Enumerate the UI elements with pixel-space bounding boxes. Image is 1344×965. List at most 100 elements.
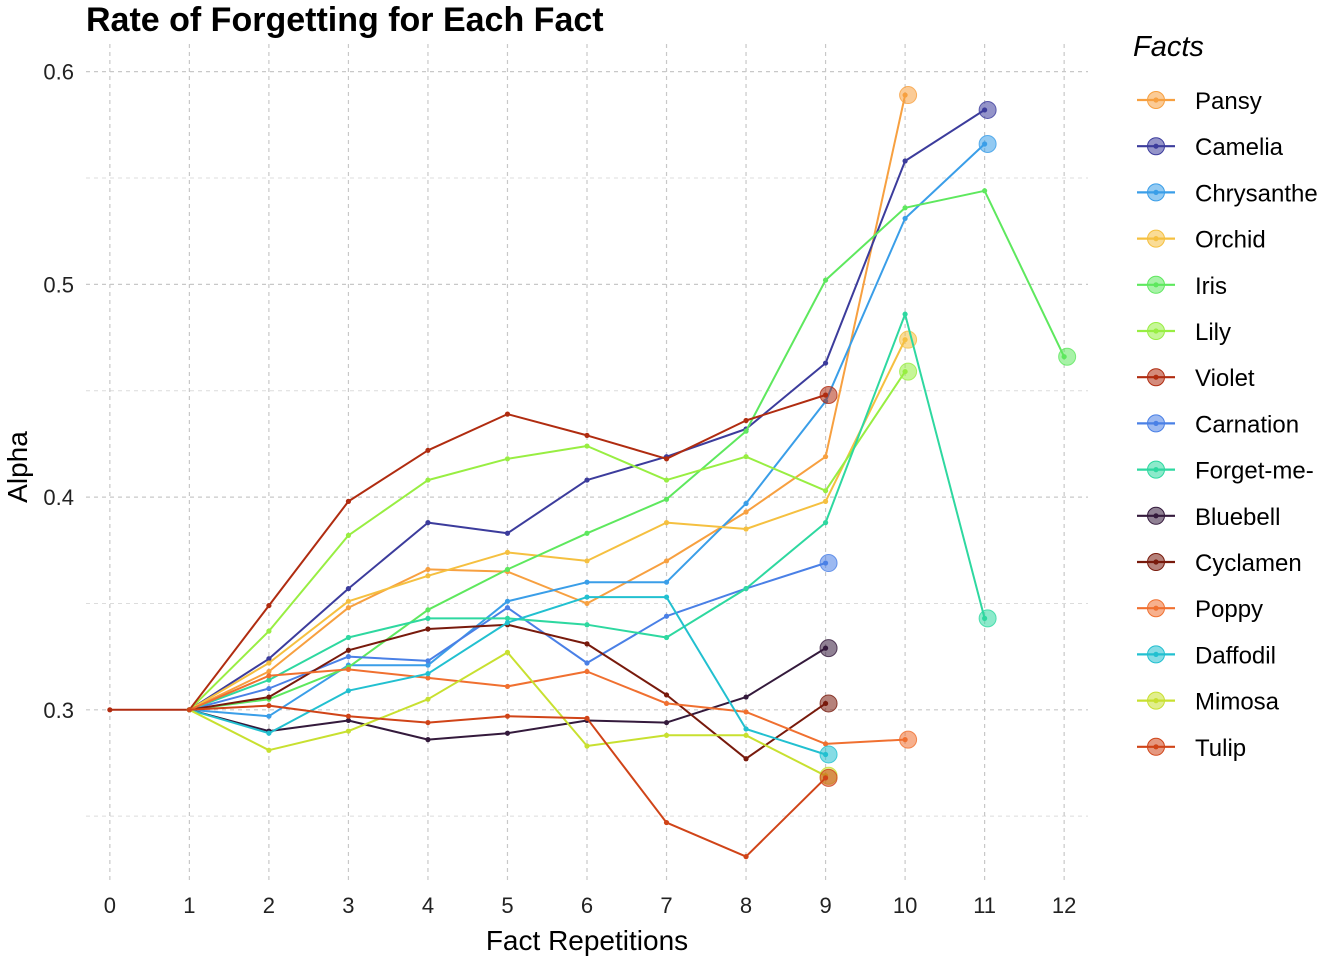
legend: Facts Pansy Camelia Chrysanthe Orchid Iris Li… (1133, 31, 1318, 762)
data-point (743, 732, 749, 738)
data-point (266, 747, 272, 753)
legend-label: Carnation (1195, 411, 1299, 438)
data-point (663, 456, 670, 462)
data-point (425, 607, 431, 613)
data-point (345, 532, 352, 538)
legend-item: Poppy (1137, 596, 1263, 623)
series-iris (186, 188, 1077, 713)
data-point (266, 685, 272, 692)
data-point (743, 756, 749, 762)
series-lines (107, 86, 1077, 860)
data-point (743, 509, 749, 515)
data-point (504, 683, 511, 690)
legend-item: Camelia (1137, 134, 1284, 161)
data-point (743, 585, 749, 592)
data-point (743, 694, 749, 700)
legend-label: Pansy (1195, 88, 1262, 115)
legend-key-dot (1153, 236, 1159, 242)
legend-key-dot (1153, 420, 1159, 426)
data-point (663, 719, 670, 726)
endpoint-marker (978, 134, 997, 153)
data-point (663, 579, 670, 585)
series-orchid (186, 330, 918, 713)
data-point (425, 447, 431, 453)
data-point (663, 634, 670, 641)
series-daffodil (186, 594, 838, 764)
legend-label: Mimosa (1195, 689, 1280, 716)
x-tick-label: 0 (104, 893, 116, 918)
data-point (504, 605, 511, 611)
data-point (584, 579, 590, 585)
x-tick-label: 2 (263, 893, 275, 918)
data-point (902, 311, 908, 317)
legend-key-dot (1153, 744, 1159, 750)
data-point (584, 668, 590, 675)
legend-key-dot (1153, 97, 1159, 103)
y-tick-label: 0.6 (43, 60, 74, 85)
data-point (266, 602, 272, 609)
data-point (504, 620, 511, 626)
data-point (345, 713, 352, 719)
legend-key-dot (1153, 605, 1159, 611)
data-point (584, 715, 590, 721)
x-tick-label: 6 (581, 893, 593, 918)
legend-item: Carnation (1137, 411, 1299, 438)
data-point (504, 549, 511, 556)
data-point (584, 594, 590, 600)
data-point (663, 732, 670, 738)
data-point (345, 717, 352, 724)
data-point (425, 737, 431, 743)
legend-item: Chrysanthe (1137, 180, 1318, 207)
data-point (266, 628, 272, 634)
y-tick-label: 0.4 (43, 485, 74, 510)
data-point (663, 700, 670, 707)
data-point (584, 641, 590, 647)
legend-key-dot (1153, 698, 1159, 704)
endpoint-marker (978, 100, 997, 119)
data-point (266, 673, 272, 679)
legend-label: Bluebell (1195, 504, 1280, 531)
y-axis-title: Alpha (2, 431, 33, 503)
endpoint-marker (819, 639, 838, 658)
data-point (584, 558, 590, 564)
data-point (504, 530, 511, 536)
data-point (345, 688, 352, 694)
data-point (743, 417, 749, 424)
data-point (584, 743, 590, 749)
legend-label: Lily (1195, 319, 1231, 346)
legend-label: Tulip (1195, 735, 1246, 762)
legend-key-dot (1153, 513, 1159, 519)
data-point (822, 454, 829, 460)
legend-key-dot (1153, 143, 1159, 149)
legend-title: Facts (1133, 31, 1204, 63)
series-pansy (186, 86, 918, 713)
legend-item: Cyclamen (1137, 550, 1302, 577)
legend-item: Lily (1137, 319, 1231, 346)
series-line (188, 94, 907, 711)
x-tick-label: 11 (973, 893, 996, 918)
data-point (902, 205, 908, 211)
legend-key-dot (1153, 328, 1159, 334)
data-point (663, 613, 670, 619)
endpoint-marker (819, 554, 838, 573)
data-point (822, 488, 829, 494)
legend-label: Cyclamen (1195, 550, 1302, 577)
data-point (345, 634, 352, 641)
legend-item: Bluebell (1137, 504, 1280, 531)
x-axis-title: Fact Repetitions (486, 925, 688, 956)
data-point (663, 594, 670, 600)
data-point (743, 854, 749, 860)
y-axis-ticks: 0.3 0.4 0.5 0.6 (43, 60, 74, 723)
data-point (425, 658, 431, 664)
data-point (663, 692, 670, 698)
data-point (425, 671, 431, 677)
data-point (822, 520, 829, 526)
series-forget-me- (186, 311, 997, 713)
legend-item: Violet (1137, 365, 1255, 392)
x-tick-label: 4 (422, 893, 434, 918)
data-point (425, 477, 431, 483)
legend-key-dot (1153, 559, 1159, 565)
series-cyclamen (186, 622, 838, 762)
